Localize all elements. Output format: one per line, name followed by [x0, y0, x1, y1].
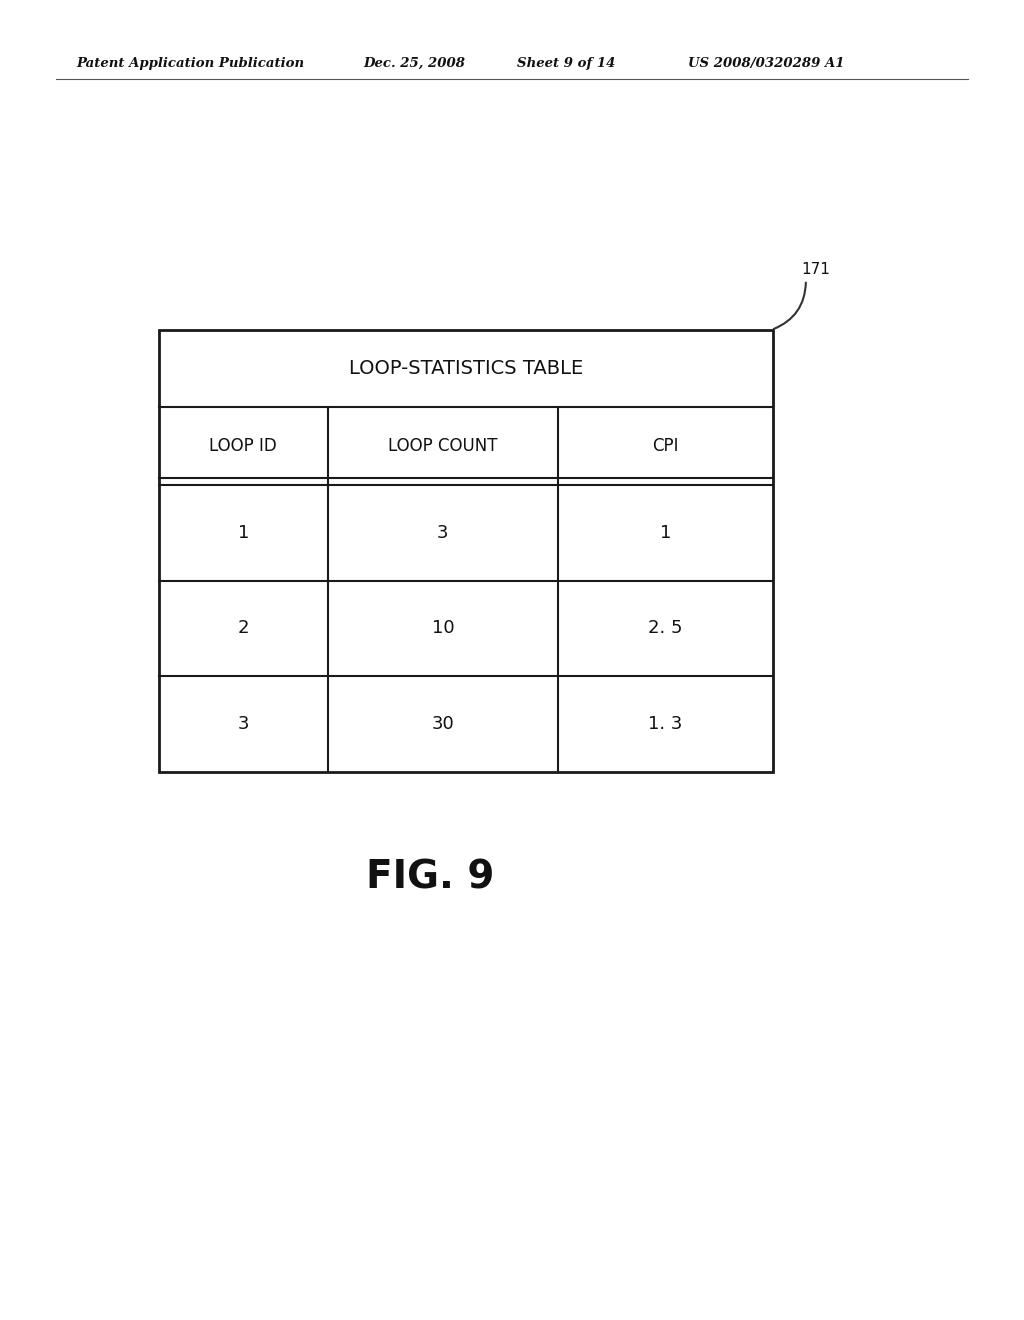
Text: LOOP-STATISTICS TABLE: LOOP-STATISTICS TABLE [349, 359, 583, 379]
Text: 10: 10 [431, 619, 455, 638]
Text: Dec. 25, 2008: Dec. 25, 2008 [364, 57, 466, 70]
Text: 1: 1 [659, 524, 672, 541]
Text: 3: 3 [437, 524, 449, 541]
Text: 2. 5: 2. 5 [648, 619, 683, 638]
Text: Patent Application Publication: Patent Application Publication [77, 57, 305, 70]
Text: 3: 3 [238, 715, 249, 734]
Text: 1: 1 [238, 524, 249, 541]
Text: CPI: CPI [652, 437, 679, 455]
Text: LOOP ID: LOOP ID [209, 437, 278, 455]
Text: FIG. 9: FIG. 9 [366, 859, 495, 896]
Text: 30: 30 [431, 715, 455, 734]
Text: 2: 2 [238, 619, 249, 638]
Bar [159, 330, 773, 772]
Text: Sheet 9 of 14: Sheet 9 of 14 [517, 57, 615, 70]
Text: LOOP COUNT: LOOP COUNT [388, 437, 498, 455]
Text: US 2008/0320289 A1: US 2008/0320289 A1 [688, 57, 845, 70]
Text: 1. 3: 1. 3 [648, 715, 683, 734]
Text: 171: 171 [802, 263, 830, 277]
